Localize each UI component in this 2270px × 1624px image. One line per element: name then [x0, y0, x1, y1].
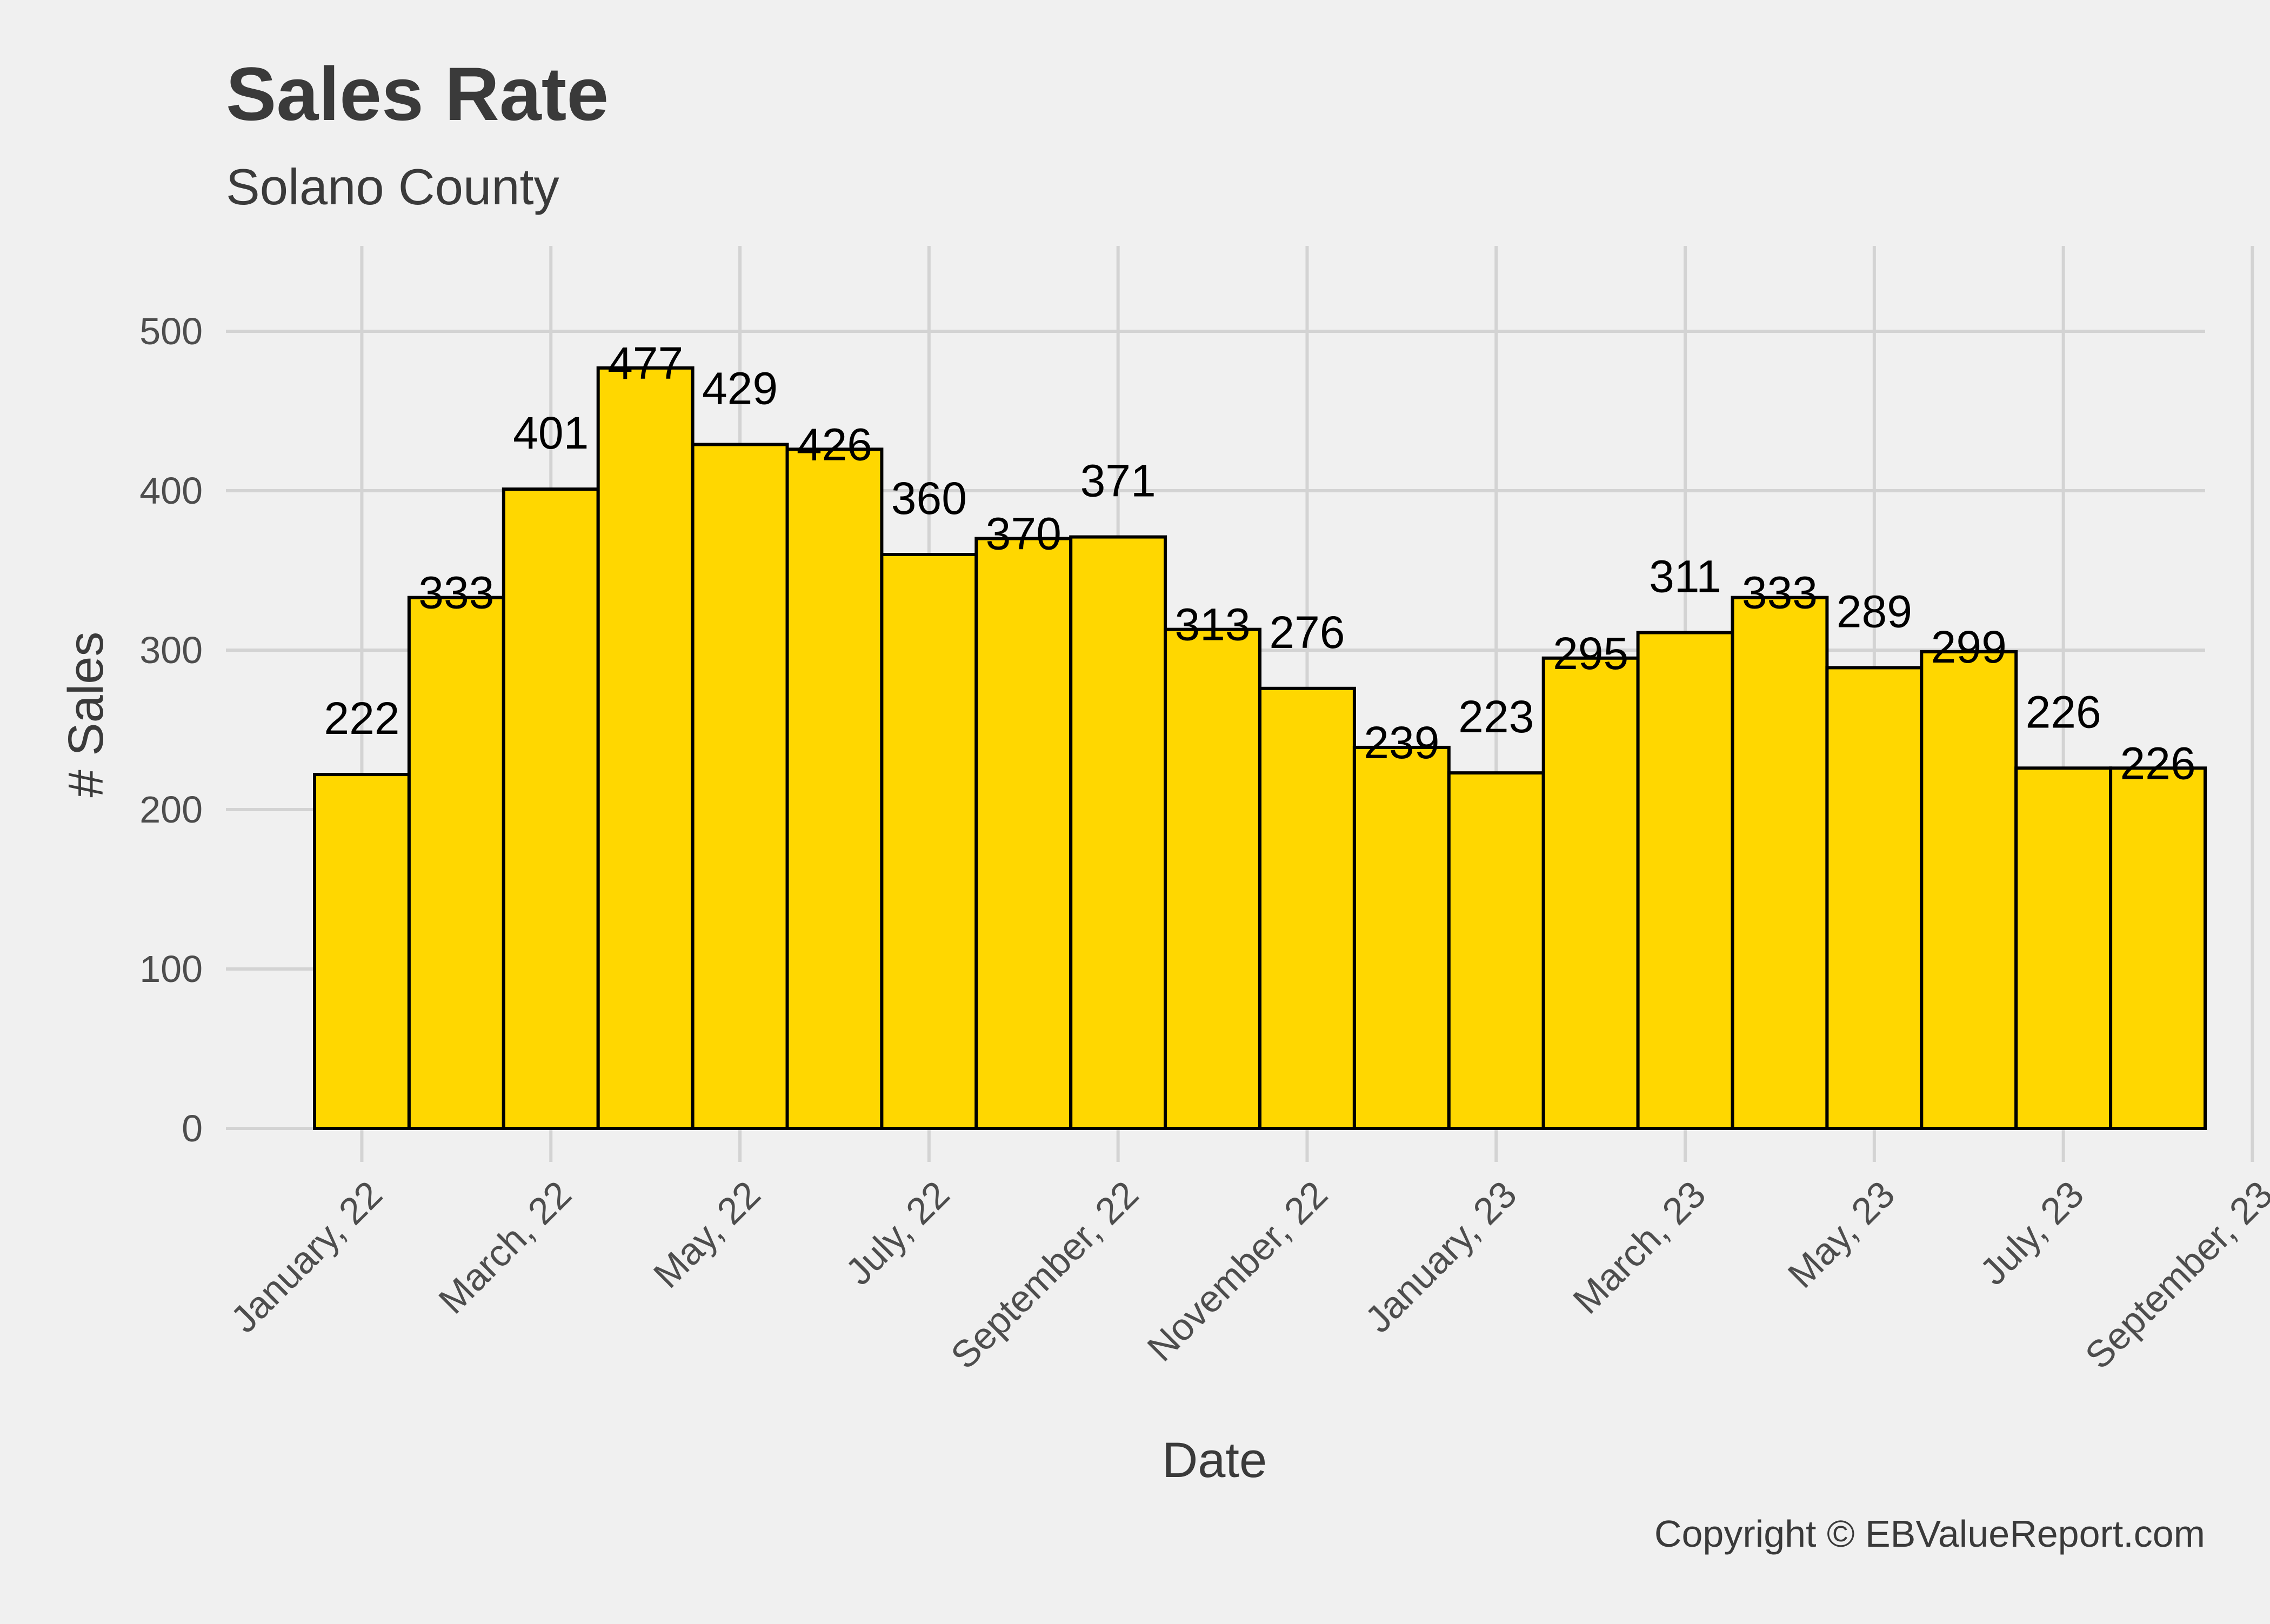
data-label: 239 [1364, 717, 1439, 768]
bar-2023-04 [1731, 596, 1829, 1130]
data-label: 333 [418, 567, 494, 618]
x-tick-label: January, 23 [1357, 1173, 1525, 1340]
data-label: 226 [2026, 686, 2101, 737]
data-label: 299 [1931, 621, 2007, 672]
x-tick-label: January, 22 [223, 1173, 390, 1340]
data-label: 313 [1174, 599, 1250, 650]
chart-title: Sales Rate [226, 51, 609, 136]
x-tick-label: November, 22 [1139, 1173, 1336, 1369]
data-label: 223 [1458, 691, 1534, 742]
data-label: 222 [324, 693, 399, 744]
data-label: 276 [1269, 607, 1345, 658]
bar-2023-06 [1920, 650, 2018, 1130]
data-label: 289 [1837, 586, 1912, 637]
y-tick-label: 100 [139, 948, 203, 990]
x-axis-ticks: January, 22 March, 22 May, 22 July, 22Septe… [223, 1173, 2270, 1376]
y-tick-label: 200 [139, 788, 203, 831]
data-label: 333 [1742, 567, 1818, 618]
data-label: 401 [513, 407, 589, 458]
bar-2022-02 [407, 596, 505, 1130]
y-axis-ticks: 0 100 200 300 400 500 [139, 310, 203, 1150]
chart-subtitle: Solano County [226, 158, 559, 215]
copyright-caption: Copyright © EBValueReport.com [1654, 1513, 2205, 1555]
x-tick-label: May, 22 [645, 1173, 769, 1296]
y-tick-label: 300 [139, 629, 203, 671]
data-label: 370 [986, 509, 1061, 559]
bar-2022-05 [691, 443, 789, 1131]
data-labels: 222 333 401 477 429 426 360 370 371 313 276 239 223 2… [324, 338, 2195, 788]
data-label: 311 [1649, 551, 1721, 602]
y-axis-title: # Sales [58, 632, 114, 798]
data-label: 429 [702, 363, 778, 413]
bar-2023-08 [2109, 766, 2207, 1131]
bar-2022-03 [502, 487, 600, 1130]
x-tick-label: March, 23 [1565, 1173, 1713, 1321]
data-label: 426 [797, 419, 872, 470]
data-label: 360 [891, 473, 967, 524]
bar-2022-09 [1069, 535, 1167, 1130]
bar-2023-02 [1541, 656, 1640, 1130]
x-tick-label: September, 22 [943, 1173, 1146, 1376]
bar-2022-10 [1164, 627, 1262, 1130]
data-label: 295 [1553, 628, 1628, 679]
x-tick-label: May, 23 [1780, 1173, 1903, 1296]
bar-2022-07 [880, 553, 978, 1130]
bar-2022-06 [785, 447, 884, 1130]
bar-2022-11 [1258, 686, 1356, 1131]
bars [313, 366, 2207, 1131]
x-tick-label: July, 23 [1972, 1173, 2092, 1293]
data-label: 477 [607, 338, 683, 389]
bar-2023-03 [1636, 631, 1734, 1131]
x-tick-label: July, 22 [837, 1173, 957, 1293]
x-tick-label: September, 23 [2077, 1173, 2270, 1376]
x-axis-title: Date [1162, 1433, 1267, 1488]
data-label: 226 [2120, 738, 2195, 788]
bar-2022-12 [1352, 745, 1451, 1130]
bar-2022-04 [596, 366, 695, 1130]
data-label: 371 [1080, 456, 1156, 506]
y-tick-label: 0 [182, 1107, 203, 1150]
y-tick-label: 500 [139, 310, 203, 352]
bar-2022-08 [974, 537, 1073, 1130]
x-tick-label: March, 22 [431, 1173, 579, 1321]
y-tick-label: 400 [139, 470, 203, 512]
bar-2023-01 [1447, 771, 1545, 1130]
bar-2023-05 [1825, 666, 1924, 1130]
bar-2022-01 [313, 773, 411, 1130]
bar-2023-07 [2014, 766, 2113, 1131]
